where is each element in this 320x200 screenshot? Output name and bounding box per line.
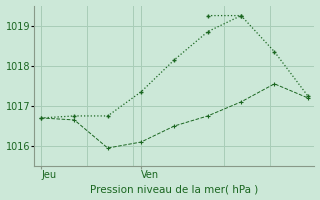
- X-axis label: Pression niveau de la mer( hPa ): Pression niveau de la mer( hPa ): [90, 184, 259, 194]
